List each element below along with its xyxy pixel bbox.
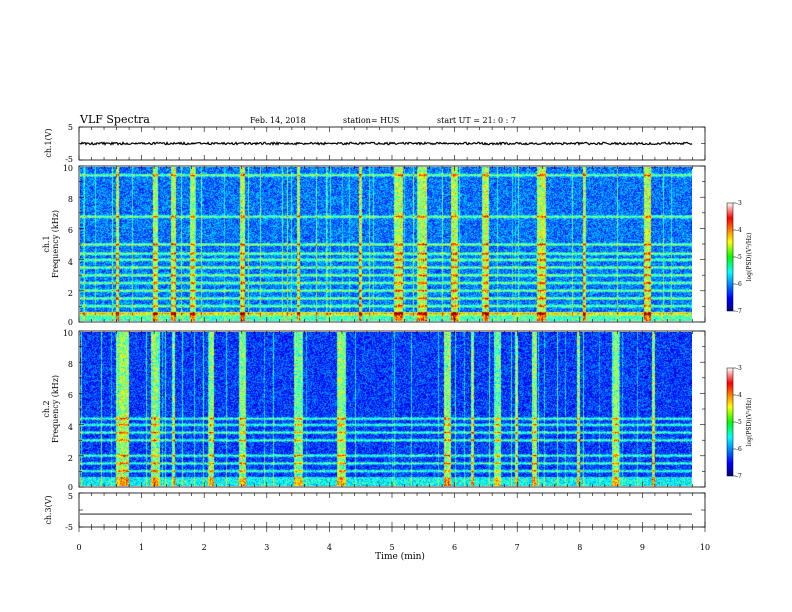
colorbar-tick: -3	[736, 200, 742, 207]
colorbar-tick: -5	[736, 419, 742, 426]
ch2-colorbar: -3 -4 -5 -6 -7 log(PSD)(V²/Hz)	[726, 365, 753, 480]
tick-label: 7	[515, 543, 520, 552]
colorbar-tick: -7	[736, 473, 742, 480]
tick-label: 3	[264, 543, 269, 552]
header-station: station= HUS	[343, 116, 399, 125]
colorbar-tick: -4	[736, 392, 742, 399]
tick-label: 5	[389, 543, 394, 552]
tick-label: 4	[68, 423, 73, 432]
ch1-waveform-line	[79, 141, 693, 146]
colorbar-tick: -7	[736, 308, 742, 315]
tick-label: 1	[139, 543, 144, 552]
ch1-spectrogram-ylabel: Frequency (kHz)	[51, 210, 60, 278]
colorbar-tick: -6	[736, 446, 742, 453]
tick-label: 9	[640, 543, 645, 552]
header-date: Feb. 14, 2018	[250, 116, 306, 125]
colorbar-tick: -6	[736, 281, 742, 288]
header-start-time: start UT = 21: 0 : 7	[437, 116, 516, 125]
tick-label: 4	[327, 543, 332, 552]
tick-label: -5	[65, 523, 73, 532]
tick-label: 2	[202, 543, 207, 552]
ch1-waveform-ylabel: ch.1(V)	[44, 128, 53, 157]
tick-label: 6	[68, 226, 73, 235]
tick-label: 10	[63, 164, 73, 173]
colorbar-scale	[726, 367, 734, 477]
tick-label: 0	[76, 543, 81, 552]
x-tick-labels: 0 1 2 3 4 5 6 7 8 9 10	[76, 543, 710, 552]
axis-ticks	[78, 126, 706, 532]
ch1-colorbar: -3 -4 -5 -6 -7 log(PSD)(V²/Hz)	[726, 200, 753, 315]
colorbar-tick: -4	[736, 227, 742, 234]
ch3-waveform-ylabel: ch.3(V)	[44, 495, 53, 524]
tick-label: 8	[68, 195, 73, 204]
ch1-spectrogram-image	[80, 167, 692, 321]
tick-label: -5	[65, 155, 73, 164]
x-axis-label: Time (min)	[375, 551, 425, 562]
colorbar-scale	[726, 202, 734, 312]
ch3-waveform-yticks: 5 -5	[65, 492, 73, 532]
ch1-spectrogram-yticks: 0 2 4 6 8 10	[63, 164, 73, 327]
ch2-spectrogram-yticks: 0 2 4 6 8 10	[63, 329, 73, 492]
chart-title: VLF Spectra	[79, 113, 150, 126]
tick-label: 8	[577, 543, 582, 552]
tick-label: 5	[68, 492, 73, 501]
colorbar-tick: -5	[736, 254, 742, 261]
tick-label: 10	[63, 329, 73, 338]
colorbar-label: log(PSD)(V²/Hz)	[746, 233, 753, 282]
ch2-spectrogram-image	[80, 332, 692, 486]
ch3-waveform-frame	[78, 492, 706, 528]
tick-label: 2	[68, 454, 73, 463]
tick-label: 5	[68, 123, 73, 132]
ch2-spectrogram-ylabel-channel: ch.2	[42, 400, 51, 417]
tick-label: 10	[700, 543, 710, 552]
tick-label: 4	[68, 258, 73, 267]
colorbar-label: log(PSD)(V²/Hz)	[746, 398, 753, 447]
colorbar-tick: -3	[736, 365, 742, 372]
ch1-waveform-yticks: 5 -5	[65, 123, 73, 164]
ch2-spectrogram-ylabel: Frequency (kHz)	[51, 375, 60, 443]
ch1-spectrogram-ylabel-channel: ch.1	[42, 235, 51, 252]
tick-label: 0	[68, 483, 73, 492]
tick-label: 8	[68, 360, 73, 369]
tick-label: 6	[68, 391, 73, 400]
tick-label: 6	[452, 543, 457, 552]
tick-label: 2	[68, 289, 73, 298]
tick-label: 0	[68, 318, 73, 327]
